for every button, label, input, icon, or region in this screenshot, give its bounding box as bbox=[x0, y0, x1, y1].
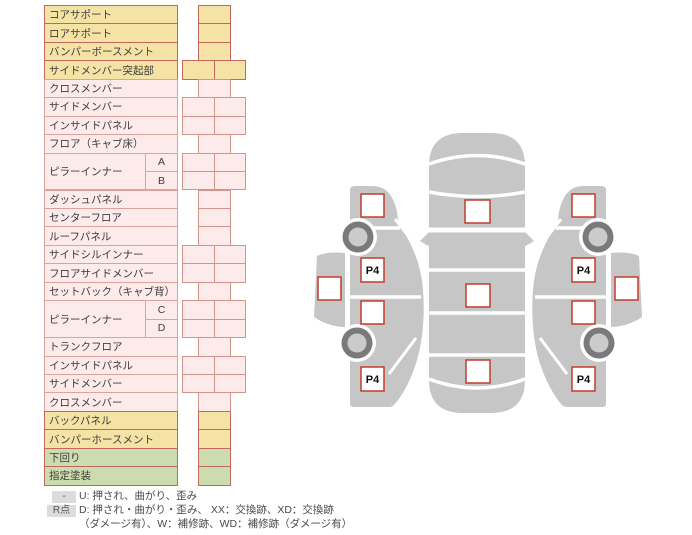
damage-cell bbox=[197, 134, 231, 154]
damage-cell bbox=[197, 281, 231, 302]
part-sublabel: D bbox=[145, 318, 178, 339]
part-label: バンパーボースメント bbox=[44, 41, 178, 62]
part-label: インサイドパネル bbox=[44, 355, 178, 375]
legend-badge-minor: - bbox=[52, 491, 76, 503]
part-label: クロスメンバー bbox=[44, 392, 178, 412]
damage-cell bbox=[213, 374, 246, 394]
car-top-view bbox=[420, 133, 534, 413]
part-label: クロスメンバー bbox=[44, 78, 178, 99]
part-sublabel: B bbox=[145, 171, 178, 191]
damage-marker-left-rear-door bbox=[360, 300, 385, 325]
damage-cell bbox=[182, 115, 215, 136]
damage-cell bbox=[197, 466, 231, 486]
part-label: サイドシルインナー bbox=[44, 244, 178, 265]
damage-marker-left-front-fender bbox=[360, 193, 385, 218]
damage-cell bbox=[182, 244, 215, 265]
legend-text-rpoint-cont: （ダメージ有）、W：補修跡、WD：補修跡（ダメージ有） bbox=[79, 518, 353, 530]
front-wheel-icon bbox=[339, 218, 377, 256]
part-label: フロア（キャブ床） bbox=[44, 134, 178, 154]
damage-marker-center-trunk bbox=[465, 359, 491, 384]
damage-cell bbox=[197, 41, 231, 62]
damage-parts-table: コアサポート ロアサポート バンパーボースメント サイドメンバー突起部 クロスメンバーサ… bbox=[44, 5, 254, 487]
part-label: サイドメンバー突起部 bbox=[44, 60, 178, 80]
paint-code-label: P4 bbox=[366, 374, 380, 386]
damage-marker-center-roof bbox=[465, 283, 491, 308]
damage-cell bbox=[182, 374, 215, 394]
damage-cell bbox=[197, 78, 231, 99]
damage-cell bbox=[182, 97, 215, 117]
damage-cell bbox=[197, 337, 231, 357]
damage-marker-right-front-door bbox=[571, 257, 596, 283]
damage-cell bbox=[213, 115, 246, 136]
rear-wheel-icon bbox=[338, 324, 376, 362]
damage-cell bbox=[197, 5, 231, 25]
damage-cell bbox=[197, 410, 231, 431]
damage-cell bbox=[213, 300, 246, 320]
damage-marker-center-hood bbox=[464, 199, 491, 224]
paint-code-label: P4 bbox=[577, 374, 591, 386]
part-label: バックパネル bbox=[44, 410, 178, 431]
damage-cell bbox=[197, 207, 231, 228]
part-label: インサイドパネル bbox=[44, 115, 178, 136]
damage-cell bbox=[213, 318, 246, 339]
damage-cell bbox=[197, 392, 231, 412]
damage-marker-left-rear-fender bbox=[360, 366, 385, 392]
part-label: ダッシュパネル bbox=[44, 189, 178, 209]
damage-marker-left-outer-panel bbox=[317, 276, 342, 301]
damage-cell bbox=[197, 23, 231, 43]
damage-marker-right-rear-door bbox=[571, 300, 596, 325]
part-label: サイドメンバー bbox=[44, 374, 178, 394]
part-label: ピラーインナー bbox=[44, 300, 146, 339]
damage-cell bbox=[182, 318, 215, 339]
part-sublabel: A bbox=[145, 152, 178, 173]
paint-code-label: P4 bbox=[366, 265, 380, 277]
part-label: センターフロア bbox=[44, 207, 178, 228]
damage-marker-right-rear-fender bbox=[571, 366, 596, 392]
damage-marker-right-outer-panel bbox=[614, 276, 639, 301]
damage-markers: P4 P4 P4 P4 bbox=[317, 193, 639, 392]
damage-cell bbox=[197, 226, 231, 246]
part-label: フロアサイドメンバー bbox=[44, 263, 178, 283]
damage-cell bbox=[182, 355, 215, 375]
damage-cell bbox=[213, 263, 246, 283]
damage-cell bbox=[182, 263, 215, 283]
left-mirror-icon bbox=[420, 231, 430, 247]
damage-marker-right-front-fender bbox=[571, 193, 596, 218]
car-top-body bbox=[429, 133, 525, 413]
damage-cell bbox=[213, 97, 246, 117]
paint-code-label: P4 bbox=[577, 265, 591, 277]
damage-marker-left-front-door bbox=[360, 257, 385, 283]
damage-cell bbox=[213, 60, 246, 80]
damage-cell bbox=[213, 171, 246, 191]
damage-cell bbox=[197, 429, 231, 449]
part-label: ロアサポート bbox=[44, 23, 178, 43]
damage-cell bbox=[182, 171, 215, 191]
part-label: サイドメンバー bbox=[44, 97, 178, 117]
damage-cell bbox=[182, 60, 215, 80]
part-label: 下回り bbox=[44, 447, 178, 468]
part-label: ピラーインナー bbox=[44, 152, 146, 191]
damage-cell bbox=[213, 152, 246, 173]
legend-text-minor: U: 押され、曲がり、歪み bbox=[79, 490, 198, 502]
legend-badge-rpoint: R点 bbox=[47, 505, 76, 517]
damage-cell bbox=[182, 152, 215, 173]
damage-cell bbox=[213, 244, 246, 265]
damage-cell bbox=[182, 300, 215, 320]
part-label: ルーフパネル bbox=[44, 226, 178, 246]
damage-cell bbox=[197, 447, 231, 468]
part-sublabel: C bbox=[145, 300, 178, 320]
part-label: 指定塗装 bbox=[44, 466, 178, 486]
part-label: コアサポート bbox=[44, 5, 178, 25]
legend-text-rpoint: D: 押され・曲がり・歪み、 XX：交換跡、XD：交換跡 bbox=[79, 504, 334, 516]
damage-cell bbox=[197, 189, 231, 209]
part-label: トランクフロア bbox=[44, 337, 178, 357]
right-mirror-icon bbox=[524, 231, 534, 247]
part-label: セットバック（キャブ背） bbox=[44, 281, 178, 302]
damage-cell bbox=[213, 355, 246, 375]
part-label: バンパーホースメント bbox=[44, 429, 178, 449]
